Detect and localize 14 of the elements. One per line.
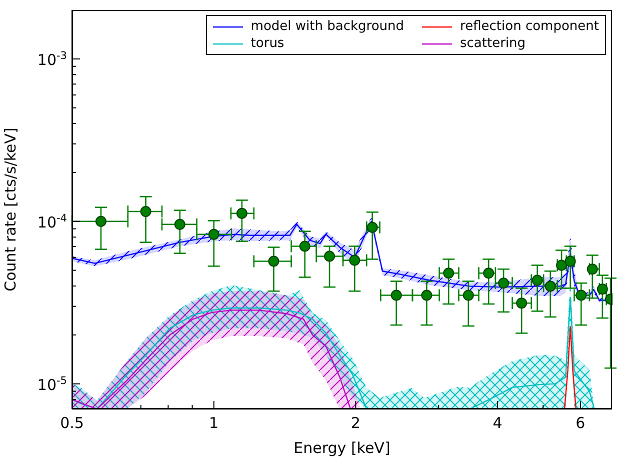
y-tick-label: 10$^{-4}$ [37,212,68,232]
legend-label: reflection component [460,19,599,34]
x-tick-label: 0.5 [60,414,84,432]
y-tick-label: 10$^{-5}$ [37,374,67,394]
y-axis-title: Count rate [cts/s/keV] [1,128,20,292]
x-tick-label: 4 [492,414,502,432]
x-axis-title: Energy [keV] [294,439,390,457]
y-tick-label: 10$^{-3}$ [37,50,67,69]
x-tick-label: 6 [576,414,586,432]
legend-label: scattering [460,36,526,51]
legend-label: model with background [250,19,404,34]
x-tick-label: 2 [350,414,360,432]
x-tick-label: 1 [209,414,219,432]
legend-label: torus [250,36,284,51]
